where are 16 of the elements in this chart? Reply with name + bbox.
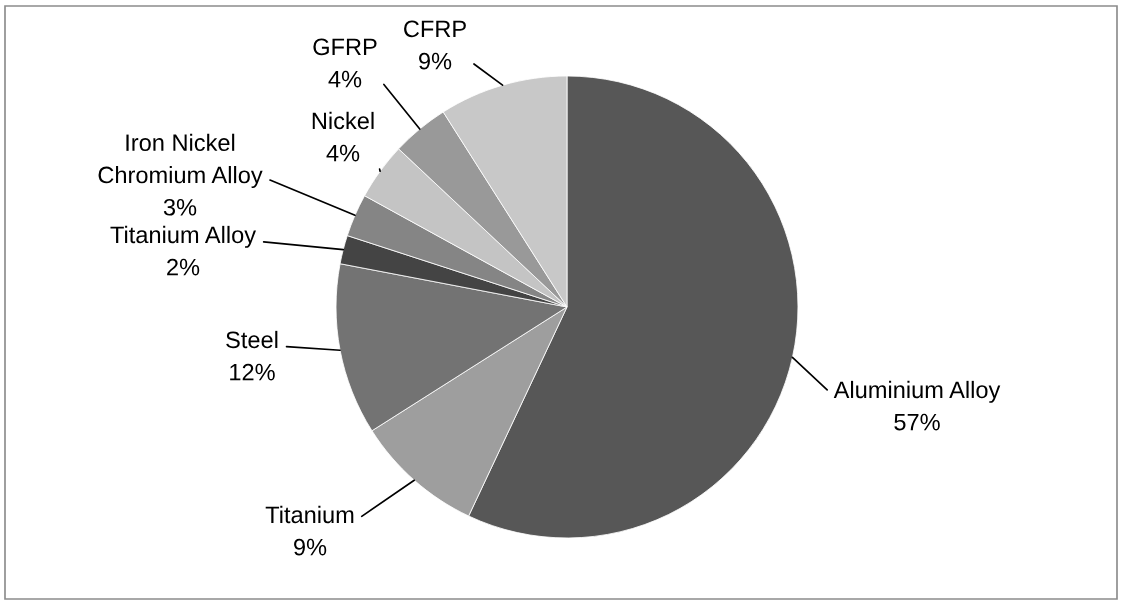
slice-label: Titanium: [265, 505, 354, 524]
slice-label: Aluminium Alloy: [833, 380, 1001, 403]
slice-label: CFRP: [404, 20, 466, 38]
data-label: 4%: [328, 70, 362, 88]
slice-label: Iron Nickel Chromium Alloy: [98, 133, 263, 188]
slice-label: GFRP: [313, 38, 377, 56]
data-label: 2%: [167, 258, 200, 276]
data-label: 9%: [294, 538, 327, 556]
data-label: 9%: [419, 52, 452, 70]
data-label: 3%: [163, 198, 197, 216]
slice-label: Nickel: [312, 111, 374, 130]
slice-label: Titanium Alloy: [110, 225, 256, 248]
data-label: 57%: [894, 413, 940, 431]
data-label: 4%: [326, 144, 360, 162]
slice-label: Steel: [226, 330, 278, 349]
data-label: 12%: [230, 363, 275, 381]
